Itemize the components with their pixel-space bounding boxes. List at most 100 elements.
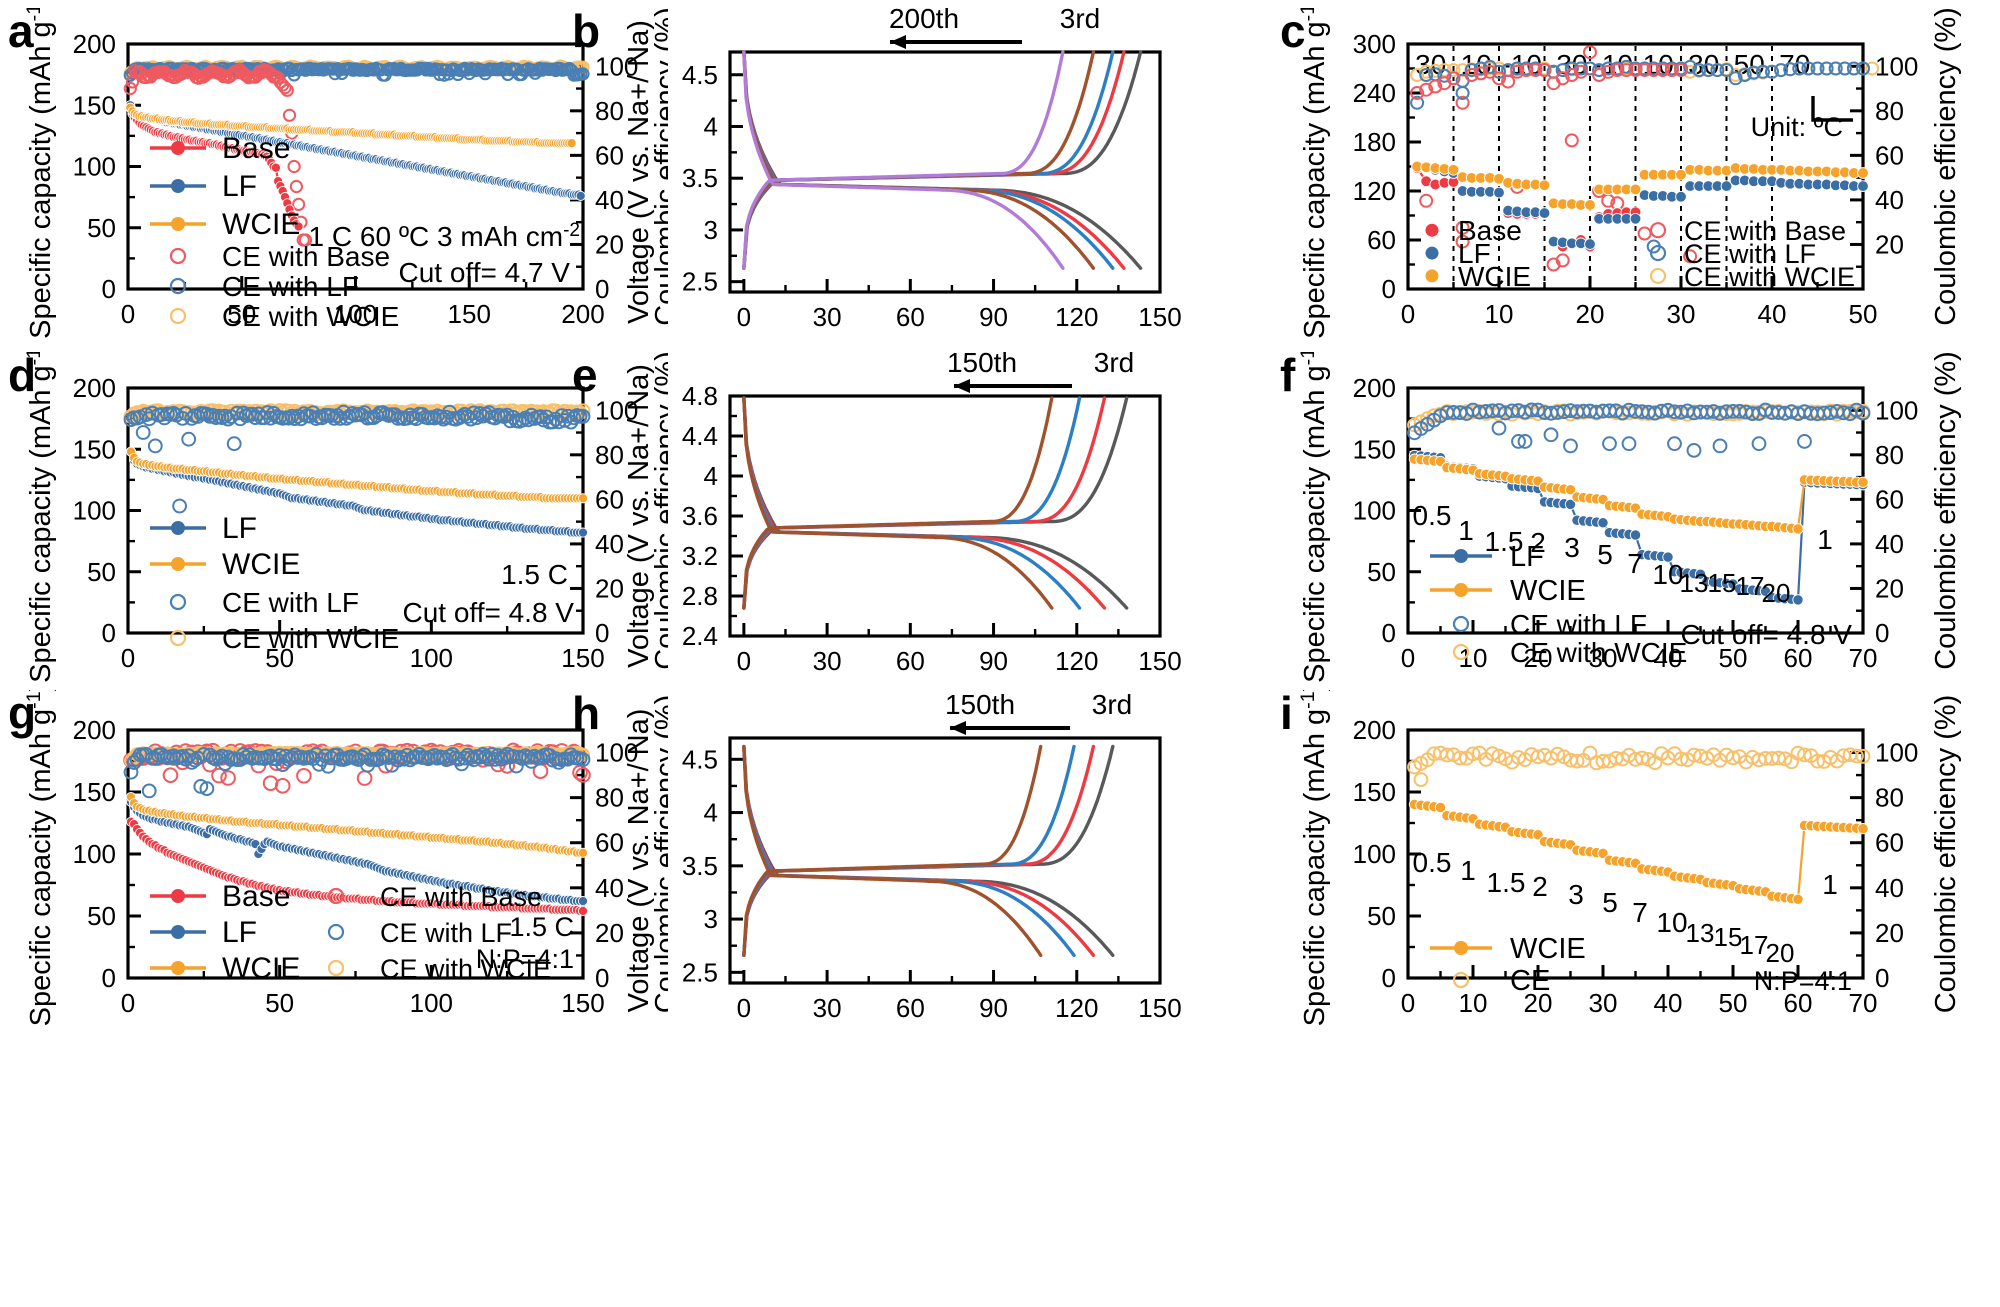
legend-open-marker	[1452, 615, 1470, 633]
y-tick-label: 0	[102, 963, 116, 993]
discharge-curve-0	[742, 396, 1129, 610]
series-lf-marker	[1857, 180, 1869, 192]
x-tick-label: 20	[1524, 988, 1553, 1018]
ce-base-outlier-marker	[1419, 193, 1434, 208]
series-lf-marker	[1597, 517, 1609, 529]
series-lf-marker	[1538, 207, 1551, 219]
x-tick-label: 50	[1849, 299, 1878, 329]
ce-base-marker	[1482, 64, 1497, 79]
ce-outlier	[1712, 438, 1728, 454]
series-wcie-marker	[1629, 183, 1642, 196]
panel-f-svg: 010203040506070050100150200020406080100C…	[1297, 352, 1962, 682]
y2-tick-label: 40	[1875, 873, 1904, 903]
ce-ce-marker	[1452, 750, 1468, 766]
legend-open-marker	[169, 629, 187, 647]
ce-lf-outlier-marker	[1455, 86, 1470, 100]
y2-axis-title: Coulombic efficiency (%)	[650, 8, 668, 326]
ce-lf-marker	[193, 779, 209, 794]
ce-base-marker	[296, 768, 312, 784]
y-tick-label: 100	[73, 839, 116, 869]
y-tick-label: 50	[87, 557, 116, 587]
annotation-last-cycle: 150th	[945, 690, 1015, 720]
ce-lf-marker	[1492, 64, 1506, 79]
legend-marker	[171, 521, 185, 535]
ce-base-marker	[1573, 64, 1588, 79]
series-lf-marker	[1792, 594, 1804, 606]
series-lf-marker	[1564, 498, 1577, 511]
y2-axis-title: Coulombic efficiency (%)	[1930, 352, 1962, 670]
panel-label-h: h	[572, 687, 601, 739]
discharge-curve-3	[742, 744, 1043, 957]
legend-open-marker	[169, 247, 187, 265]
y-tick-label: 0	[1382, 963, 1396, 993]
discharge-curve-0	[742, 744, 1115, 957]
x-tick-label: 150	[448, 299, 491, 329]
series-wcie-marker	[1532, 829, 1544, 841]
annotation-third-cycle: 3rd	[1094, 352, 1134, 378]
panel-label-b: b	[572, 5, 601, 57]
legend-marker	[1454, 549, 1468, 563]
series-base-marker	[293, 221, 304, 232]
legend-label: WCIE	[222, 952, 300, 985]
y-tick-label: 3	[704, 215, 718, 245]
x-tick-label: 10	[1459, 988, 1488, 1018]
series-lf-marker	[1493, 186, 1505, 199]
legend-label: LF	[222, 512, 257, 545]
x-tick-label: 150	[1138, 993, 1181, 1023]
ce-base-marker	[1610, 63, 1625, 78]
ce-lf-marker	[123, 764, 139, 780]
annotation: N:P=4:1	[1754, 966, 1852, 996]
x-tick-label: 50	[1719, 988, 1748, 1018]
discharge-curve-2	[742, 50, 1115, 270]
ce-lf-marker	[1410, 95, 1425, 110]
series-lf-marker	[1675, 190, 1687, 203]
ce-base-marker	[1619, 63, 1634, 78]
y-tick-label: 3.5	[682, 851, 718, 881]
ce-lf-marker	[1856, 61, 1870, 76]
ce-outlier	[1797, 434, 1812, 449]
y-tick-label: 150	[1353, 434, 1396, 464]
ce-outlier	[1563, 438, 1578, 454]
rate-label-15: 15	[1708, 568, 1737, 598]
y-tick-label: 50	[87, 213, 116, 243]
rate-label-20: 20	[1762, 578, 1791, 608]
y2-tick-label: 80	[1875, 96, 1904, 126]
legend-open-marker	[169, 593, 187, 611]
ce-base-marker	[1410, 86, 1425, 100]
panel-a: a050100150200050100150200020406080100Cyc…	[8, 8, 668, 338]
y2-tick-label: 0	[1875, 963, 1889, 993]
ce-lf-marker	[487, 752, 503, 767]
ce-lf-marker	[199, 781, 215, 796]
x-tick-label: 50	[265, 988, 294, 1018]
x-tick-label: 30	[813, 993, 842, 1023]
annotation-last-cycle: 150th	[947, 352, 1017, 378]
y-axis-title: Voltage (V vs. Na+/ Na)	[623, 709, 655, 1013]
annotation: 1.5 C	[501, 559, 568, 590]
rate-label-20: 20	[1766, 938, 1795, 968]
ce-base-outlier-marker	[1455, 234, 1470, 249]
x-tick-label: 70	[1849, 988, 1878, 1018]
ce-base-marker	[280, 83, 294, 97]
ce-lf-marker	[144, 405, 160, 421]
x-tick-label: 60	[1784, 988, 1813, 1018]
y-tick-label: 200	[73, 715, 116, 745]
y-axis-title: Voltage (V vs. Na+/ Na)	[623, 20, 655, 324]
ce-base-marker	[123, 81, 137, 96]
series-wcie-line	[1414, 803, 1864, 901]
y-axis-title: Specific capacity (mAh g-1)	[1297, 8, 1331, 338]
y-axis-title: Specific capacity (mAh g-1)	[1297, 690, 1331, 1026]
arrow-head	[954, 379, 970, 393]
y-tick-label: 4.5	[682, 60, 718, 90]
x-tick-label: 60	[896, 302, 925, 332]
ce-base-outlier-marker	[1564, 133, 1579, 148]
y-axis-title: Specific capacity (mAh g-1)	[23, 8, 57, 338]
legend-open-marker	[327, 923, 345, 941]
series-wcie-marker	[1857, 167, 1869, 179]
x-tick-label: 60	[896, 646, 925, 676]
x-axis-title: Cycle Number	[264, 1027, 448, 1030]
panel-a-svg: 050100150200050100150200020406080100Cycl…	[23, 8, 668, 338]
ce-base-marker	[289, 179, 303, 194]
ce-lf-marker	[1437, 68, 1452, 83]
legend-label: CE with Base	[380, 882, 542, 912]
